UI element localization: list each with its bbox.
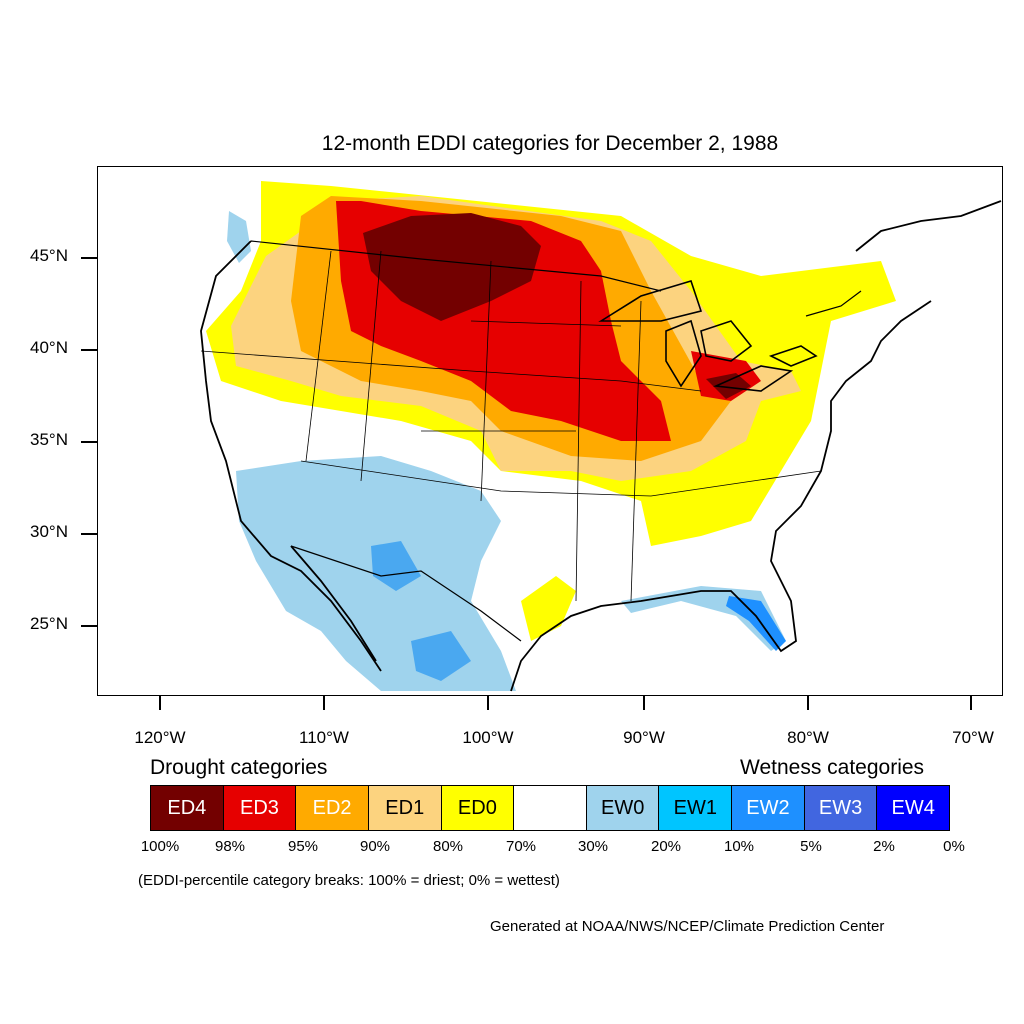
legend-swatch-ed3: ED3 bbox=[223, 786, 297, 830]
coastline bbox=[200, 200, 1002, 692]
percent-break-label: 10% bbox=[723, 838, 755, 855]
lat-tick bbox=[81, 441, 97, 443]
lon-label-100: 100°W bbox=[462, 728, 514, 747]
wetness-region-northwest bbox=[227, 211, 251, 263]
legend-swatch-ew1: EW1 bbox=[659, 786, 733, 830]
legend-swatch-ew3: EW3 bbox=[804, 786, 878, 830]
lon-tick bbox=[807, 696, 809, 710]
lon-label-90: 90°W bbox=[623, 728, 665, 747]
legend-swatch-ed4: ED4 bbox=[151, 786, 224, 830]
lat-label-25: 25°N bbox=[30, 614, 68, 633]
legend-label-ew1: EW1 bbox=[673, 796, 717, 819]
legend-label-ew2: EW2 bbox=[746, 796, 790, 819]
percent-break-label: 5% bbox=[800, 838, 822, 855]
percent-break-label: 0% bbox=[943, 838, 965, 855]
legend-label-ed1: ED1 bbox=[385, 796, 425, 819]
drought-region-ed0-texas bbox=[521, 576, 576, 641]
lon-label-80: 80°W bbox=[787, 728, 829, 747]
legend-swatch-ew2: EW2 bbox=[732, 786, 805, 830]
lat-label-45: 45°N bbox=[30, 246, 68, 265]
lat-label-35: 35°N bbox=[30, 430, 68, 449]
percent-break-label: 80% bbox=[432, 838, 464, 855]
legend-label-ed4: ED4 bbox=[167, 796, 207, 819]
wetness-region-southwest-ew1 bbox=[371, 541, 471, 681]
lat-tick bbox=[81, 625, 97, 627]
state-borders bbox=[200, 250, 822, 602]
lon-tick bbox=[323, 696, 325, 710]
legend-label-ew4: EW4 bbox=[891, 796, 935, 819]
map-panel bbox=[97, 166, 1003, 696]
percent-break-label: 98% bbox=[214, 838, 246, 855]
lon-label-120: 120°W bbox=[134, 728, 186, 747]
map-title: 12-month EDDI categories for December 2,… bbox=[321, 132, 779, 155]
lat-tick bbox=[81, 533, 97, 535]
drought-region-ed4-ohio bbox=[706, 373, 751, 399]
legend-swatch-ed1: ED1 bbox=[368, 786, 442, 830]
lat-label-40: 40°N bbox=[30, 338, 68, 357]
lat-tick bbox=[81, 349, 97, 351]
legend-swatch-ed0: ED0 bbox=[441, 786, 515, 830]
drought-region-ed4 bbox=[363, 213, 541, 321]
lon-tick bbox=[159, 696, 161, 710]
legend-label-ed3: ED3 bbox=[240, 796, 279, 819]
percent-break-label: 90% bbox=[359, 838, 391, 855]
drought-categories-heading: Drought categories bbox=[150, 756, 328, 779]
drought-map bbox=[200, 181, 1002, 692]
border-lines bbox=[250, 240, 862, 642]
credit-text: Generated at NOAA/NWS/NCEP/Climate Predi… bbox=[490, 918, 885, 935]
legend-label-ed0: ED0 bbox=[457, 796, 497, 819]
great-lakes bbox=[598, 280, 818, 392]
lon-label-70: 70°W bbox=[952, 728, 994, 747]
lat-label-30: 30°N bbox=[30, 522, 68, 541]
legend-swatch-ed2: ED2 bbox=[296, 786, 369, 830]
percent-break-label: 70% bbox=[505, 838, 537, 855]
legend-swatch-ew0: EW0 bbox=[586, 786, 660, 830]
percent-break-label: 20% bbox=[650, 838, 682, 855]
legend-label-ew3: EW3 bbox=[818, 796, 863, 819]
percent-break-label: 2% bbox=[873, 838, 895, 855]
legend-swatch-ew4: EW4 bbox=[877, 786, 950, 830]
legend-label-ed2: ED2 bbox=[312, 796, 352, 819]
legend-swatch-none bbox=[514, 786, 587, 830]
percent-break-label: 95% bbox=[287, 838, 319, 855]
lon-tick bbox=[970, 696, 972, 710]
lon-tick bbox=[487, 696, 489, 710]
lon-tick bbox=[643, 696, 645, 710]
lat-tick bbox=[81, 257, 97, 259]
percent-break-label: 100% bbox=[140, 838, 180, 855]
wetness-categories-heading: Wetness categories bbox=[740, 756, 925, 779]
category-breaks-note: (EDDI-percentile category breaks: 100% =… bbox=[138, 872, 560, 889]
legend-label-ew0: EW0 bbox=[600, 796, 645, 819]
legend-color-bar: ED4 ED3 ED2 ED1 ED0 EW0 EW1 EW2 EW3 EW4 bbox=[150, 785, 950, 831]
lon-label-110: 110°W bbox=[299, 728, 349, 747]
percent-break-label: 30% bbox=[577, 838, 609, 855]
